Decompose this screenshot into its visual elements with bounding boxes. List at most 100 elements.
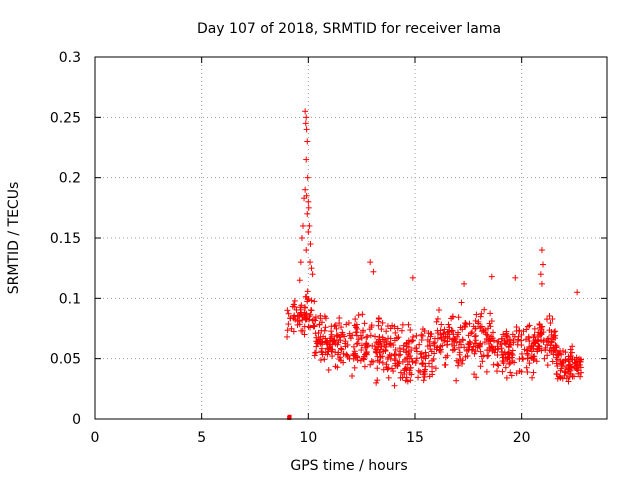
data-point (353, 340, 360, 347)
data-point (409, 274, 416, 281)
data-point (512, 274, 519, 281)
data-point (352, 352, 359, 359)
data-point (569, 349, 576, 356)
data-point (351, 348, 358, 355)
data-point (544, 316, 551, 323)
data-point (506, 354, 513, 361)
data-point (473, 311, 480, 318)
data-point (472, 348, 479, 355)
data-point (302, 304, 309, 311)
data-point (523, 364, 530, 371)
data-point (494, 368, 501, 375)
data-point (502, 364, 509, 371)
data-point (529, 374, 536, 381)
data-point (393, 335, 400, 342)
data-point (500, 331, 507, 338)
data-point (304, 210, 311, 217)
data-point (379, 359, 386, 366)
data-point (329, 338, 336, 345)
data-point (574, 289, 581, 296)
data-point (472, 325, 479, 332)
data-point (455, 344, 462, 351)
data-point (436, 347, 443, 354)
data-point (518, 331, 525, 338)
data-point (432, 365, 439, 372)
data-point (524, 355, 531, 362)
data-point (569, 343, 576, 350)
data-point (446, 324, 453, 331)
data-point (307, 241, 314, 248)
data-point (477, 348, 484, 355)
data-point (305, 198, 312, 205)
data-point (553, 343, 560, 350)
data-point (303, 316, 310, 323)
data-point (391, 382, 398, 389)
data-point (516, 327, 523, 334)
data-point (401, 371, 408, 378)
chart-title: Day 107 of 2018, SRMTID for receiver lam… (197, 21, 501, 37)
data-point (439, 342, 446, 349)
data-point (490, 361, 497, 368)
data-point (509, 358, 516, 365)
data-point (328, 333, 335, 340)
data-point (302, 186, 309, 193)
data-points (284, 108, 585, 420)
data-point (537, 330, 544, 337)
y-axis-label: SRMTID / TECUs (6, 182, 22, 295)
data-point (304, 138, 311, 145)
data-point (418, 350, 425, 357)
data-point (307, 324, 314, 331)
data-point (308, 265, 315, 272)
data-point (525, 334, 532, 341)
data-point (376, 358, 383, 365)
data-point (486, 320, 493, 327)
data-point (500, 358, 507, 365)
data-point (405, 351, 412, 358)
data-point (308, 297, 315, 304)
data-point (385, 374, 392, 381)
data-point (508, 372, 515, 379)
data-point (490, 337, 497, 344)
data-point (454, 329, 461, 336)
data-point (426, 360, 433, 367)
y-tick-label: 0.25 (50, 110, 81, 126)
data-point (299, 327, 306, 334)
data-point (322, 324, 329, 331)
data-point (294, 317, 301, 324)
data-point (311, 298, 318, 305)
data-point (304, 174, 311, 181)
data-point (297, 309, 304, 316)
y-tick-label: 0 (72, 412, 81, 428)
data-point (383, 364, 390, 371)
data-point (391, 323, 398, 330)
data-point (394, 325, 401, 332)
data-point (284, 333, 291, 340)
y-tick-label: 0.1 (59, 291, 81, 307)
data-point (574, 365, 581, 372)
data-point (373, 379, 380, 386)
data-point (515, 336, 522, 343)
data-point (307, 311, 314, 318)
data-point (538, 337, 545, 344)
data-point (495, 345, 502, 352)
data-point (361, 363, 368, 370)
data-point (363, 349, 370, 356)
data-point (349, 332, 356, 339)
data-point (291, 312, 298, 319)
data-point (336, 356, 343, 363)
data-point (285, 321, 292, 328)
data-point (534, 333, 541, 340)
data-point (421, 373, 428, 380)
data-point (407, 377, 414, 384)
data-point (540, 261, 546, 268)
data-point (285, 310, 292, 317)
data-point (347, 335, 354, 342)
data-point (352, 329, 359, 336)
data-point (390, 342, 397, 349)
data-point (466, 338, 473, 345)
data-point (513, 370, 520, 377)
data-point (315, 329, 322, 336)
data-point (363, 340, 370, 347)
data-point (507, 369, 514, 376)
data-point (392, 329, 399, 336)
